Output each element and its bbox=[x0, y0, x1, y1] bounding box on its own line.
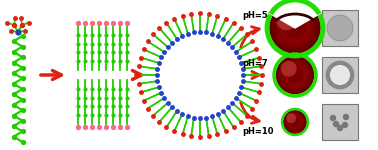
Circle shape bbox=[276, 9, 297, 30]
Circle shape bbox=[271, 4, 319, 52]
Circle shape bbox=[342, 123, 347, 128]
Circle shape bbox=[277, 57, 313, 93]
Circle shape bbox=[333, 122, 339, 126]
Circle shape bbox=[287, 67, 304, 83]
Bar bbox=[322, 104, 358, 140]
Text: pH=7: pH=7 bbox=[242, 58, 268, 68]
Wedge shape bbox=[270, 0, 321, 28]
Circle shape bbox=[283, 110, 307, 134]
Circle shape bbox=[284, 63, 307, 87]
Circle shape bbox=[280, 13, 310, 43]
Circle shape bbox=[290, 117, 300, 127]
Circle shape bbox=[327, 15, 353, 41]
Bar bbox=[322, 57, 358, 93]
Circle shape bbox=[281, 61, 297, 77]
Circle shape bbox=[338, 126, 342, 130]
Circle shape bbox=[286, 113, 304, 131]
Circle shape bbox=[331, 66, 349, 84]
Text: pH=10: pH=10 bbox=[242, 128, 274, 136]
Circle shape bbox=[284, 17, 306, 39]
Bar bbox=[322, 10, 358, 46]
Circle shape bbox=[330, 116, 336, 120]
Text: pH=5: pH=5 bbox=[242, 11, 268, 20]
Circle shape bbox=[288, 115, 302, 129]
Circle shape bbox=[284, 111, 306, 133]
Circle shape bbox=[280, 60, 310, 90]
Circle shape bbox=[276, 8, 314, 48]
Circle shape bbox=[326, 61, 354, 89]
Circle shape bbox=[344, 114, 349, 120]
Circle shape bbox=[269, 2, 321, 54]
Circle shape bbox=[276, 56, 314, 94]
Circle shape bbox=[286, 113, 296, 123]
